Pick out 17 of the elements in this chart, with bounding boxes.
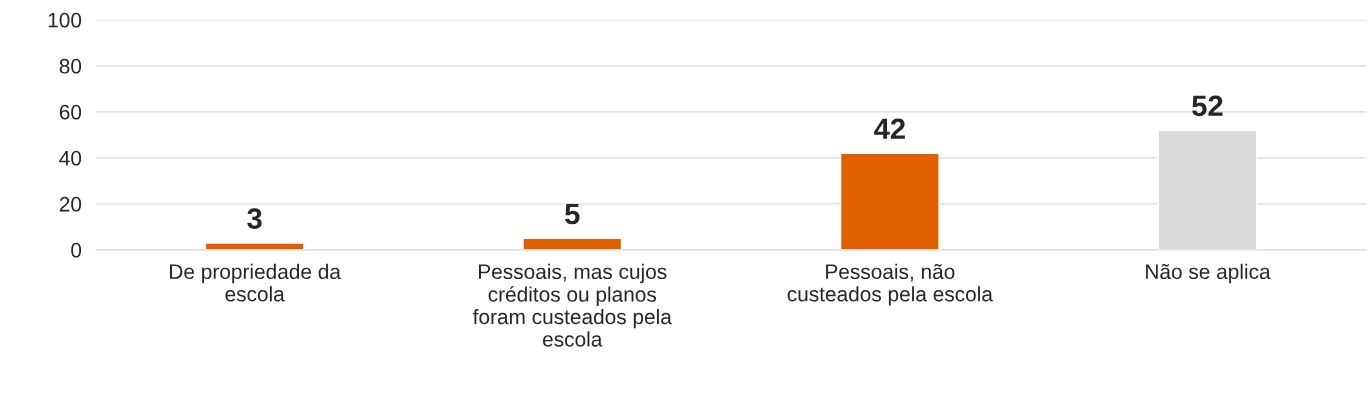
- y-tick-label: 20: [59, 196, 82, 212]
- data-label: 3: [247, 208, 262, 229]
- y-tick-label: 100: [48, 12, 82, 28]
- y-tick-label: 60: [59, 104, 82, 120]
- data-label: 52: [1192, 95, 1223, 117]
- y-tick-label: 40: [59, 150, 82, 166]
- x-tick-label: Pessoais, não custeados pela escola: [787, 263, 993, 306]
- bar: [204, 242, 305, 250]
- y-tick-label: 0: [71, 242, 82, 258]
- data-label: 5: [565, 203, 580, 225]
- bar: [522, 237, 623, 250]
- bar: [839, 152, 940, 250]
- data-label: 42: [874, 118, 905, 139]
- x-tick-label: De propriedade da escola: [170, 263, 341, 302]
- y-tick-label: 80: [59, 58, 82, 74]
- x-tick-label: Pessoais, mas cujos créditos ou planos foram custeados pela escola: [472, 263, 672, 347]
- x-tick-label: Não se aplica: [1146, 263, 1271, 284]
